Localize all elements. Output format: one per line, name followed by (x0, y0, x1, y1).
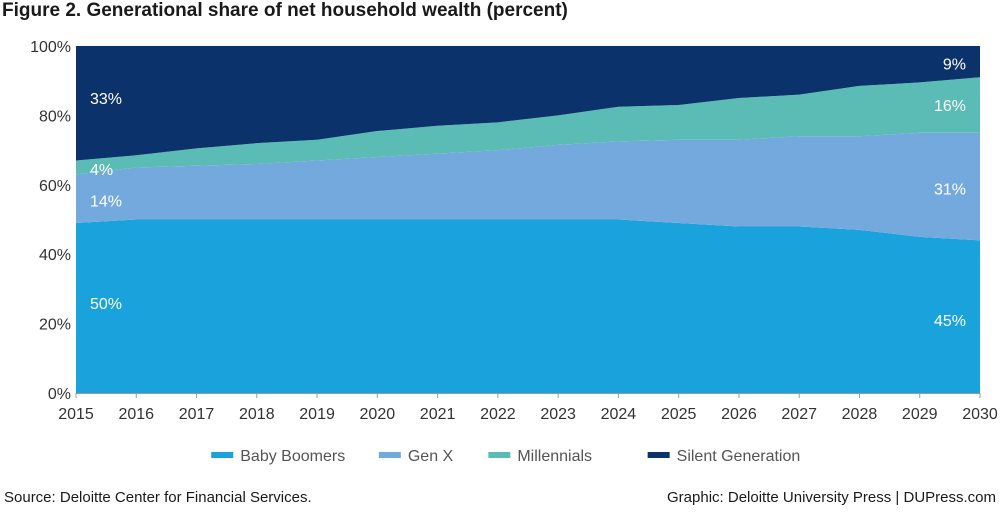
data-label-gen-x-2030: 31% (934, 181, 966, 198)
x-tick-label: 2016 (118, 406, 154, 423)
legend-label-silent-generation: Silent Generation (677, 448, 801, 465)
y-tick-label: 20% (39, 317, 71, 334)
y-tick-label: 60% (39, 178, 71, 195)
legend-swatch-millennials (488, 452, 511, 458)
y-tick-label: 80% (39, 108, 71, 125)
x-tick-label: 2030 (962, 406, 998, 423)
data-label-silent-generation-2030: 9% (943, 56, 966, 73)
source-note: Source: Deloitte Center for Financial Se… (4, 489, 312, 506)
x-tick-label: 2022 (480, 406, 516, 423)
area-baby-boomers (76, 219, 980, 393)
credit-note: Graphic: Deloitte University Press | DUP… (667, 489, 996, 506)
x-tick-label: 2028 (842, 406, 878, 423)
data-label-baby-boomers-2030: 45% (934, 313, 966, 330)
area-labels: 50% 14% 4% 33% 45% 31% 16% 9% (90, 56, 966, 330)
x-tick-label: 2023 (540, 406, 576, 423)
legend-label-millennials: Millennials (517, 448, 592, 465)
x-tick-label: 2024 (601, 406, 637, 423)
legend-swatch-gen-x (378, 452, 401, 458)
data-label-gen-x-2015: 14% (90, 193, 122, 210)
y-tick-label: 0% (48, 386, 71, 403)
data-label-millennials-2030: 16% (934, 98, 966, 115)
area-millennials (76, 77, 980, 175)
x-tick-label: 2029 (902, 406, 938, 423)
data-label-silent-generation-2015: 33% (90, 91, 122, 108)
data-label-baby-boomers-2015: 50% (90, 296, 122, 313)
x-tick-label: 2019 (299, 406, 335, 423)
legend-label-baby-boomers: Baby Boomers (240, 448, 345, 465)
x-tick-label: 2021 (420, 406, 456, 423)
area-silent-generation (76, 46, 980, 161)
y-tick-label: 100% (30, 39, 71, 56)
data-label-millennials-2015: 4% (90, 162, 113, 179)
x-tick-label: 2026 (721, 406, 757, 423)
x-tick-label: 2020 (360, 406, 396, 423)
x-axis: 2015 2016 2017 2018 2019 2020 2021 2022 2023 2024… (58, 393, 998, 423)
area-layers (76, 46, 980, 393)
area-gen-x (76, 132, 980, 241)
x-tick-label: 2017 (179, 406, 215, 423)
y-axis: 0% 20% 40% 60% 80% 100% (30, 39, 71, 403)
x-tick-label: 2025 (661, 406, 697, 423)
legend-swatch-baby-boomers (211, 452, 234, 458)
x-tick-label: 2018 (239, 406, 275, 423)
y-tick-label: 40% (39, 247, 71, 264)
chart-title: Figure 2. Generational share of net hous… (2, 0, 568, 21)
legend-swatch-silent-generation (647, 452, 670, 458)
legend-label-gen-x: Gen X (408, 448, 454, 465)
x-tick-label: 2027 (781, 406, 817, 423)
x-tick-label: 2015 (58, 406, 94, 423)
legend: Baby Boomers Gen X Millennials Silent Gener… (211, 448, 800, 465)
